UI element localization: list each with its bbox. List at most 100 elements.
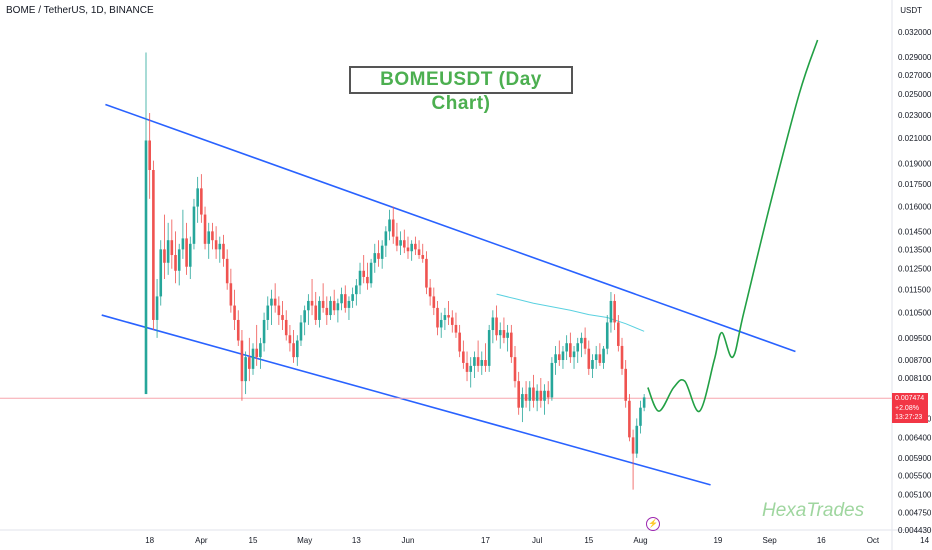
candle[interactable] <box>510 324 513 363</box>
candle[interactable] <box>310 279 314 316</box>
candle[interactable] <box>425 251 428 295</box>
candle[interactable] <box>174 231 177 284</box>
candle[interactable] <box>336 298 340 323</box>
candle[interactable] <box>613 294 616 331</box>
candle[interactable] <box>495 305 498 341</box>
candle[interactable] <box>403 229 406 254</box>
candle[interactable] <box>491 310 495 344</box>
candle[interactable] <box>506 324 509 352</box>
candle[interactable] <box>469 357 473 388</box>
candle[interactable] <box>366 262 369 290</box>
candle[interactable] <box>487 324 491 372</box>
candle[interactable] <box>406 236 410 259</box>
candle[interactable] <box>262 312 266 352</box>
candle[interactable] <box>642 394 646 412</box>
candle[interactable] <box>377 240 380 267</box>
candle[interactable] <box>358 262 362 295</box>
candle[interactable] <box>244 351 247 395</box>
candle[interactable] <box>554 345 557 375</box>
candle[interactable] <box>325 296 329 325</box>
candle[interactable] <box>462 340 465 369</box>
candle[interactable] <box>347 296 351 320</box>
candle[interactable] <box>248 337 251 382</box>
candle[interactable] <box>414 236 417 256</box>
candle[interactable] <box>605 315 609 355</box>
candle[interactable] <box>207 222 211 259</box>
candle[interactable] <box>524 381 528 408</box>
candle[interactable] <box>502 317 506 344</box>
candle[interactable] <box>550 357 554 401</box>
candle-layer[interactable] <box>144 52 646 490</box>
lightning-icon[interactable]: ⚡ <box>646 517 660 531</box>
candle[interactable] <box>255 324 258 366</box>
candle[interactable] <box>539 378 543 408</box>
candle[interactable] <box>594 345 598 369</box>
candle[interactable] <box>602 345 605 369</box>
candle[interactable] <box>473 351 476 379</box>
candle[interactable] <box>236 310 240 346</box>
candle[interactable] <box>617 315 620 352</box>
candle[interactable] <box>240 330 244 401</box>
candle[interactable] <box>447 300 450 325</box>
candle[interactable] <box>609 291 613 333</box>
candle[interactable] <box>200 174 203 223</box>
candle[interactable] <box>628 394 631 442</box>
candle[interactable] <box>218 236 222 263</box>
candle[interactable] <box>528 381 532 412</box>
candle[interactable] <box>343 285 347 313</box>
candle[interactable] <box>295 335 299 366</box>
candle[interactable] <box>631 429 635 490</box>
candle[interactable] <box>480 351 484 375</box>
candle[interactable] <box>572 345 576 369</box>
candle[interactable] <box>532 374 535 408</box>
candle[interactable] <box>355 279 358 306</box>
candle[interactable] <box>181 209 185 259</box>
candle[interactable] <box>144 52 148 395</box>
candle[interactable] <box>273 283 277 313</box>
candle[interactable] <box>340 287 343 311</box>
candle[interactable] <box>576 337 580 363</box>
candle[interactable] <box>436 300 439 336</box>
candle[interactable] <box>166 222 170 275</box>
candle[interactable] <box>587 340 591 375</box>
candle[interactable] <box>561 345 565 369</box>
candle[interactable] <box>391 206 395 244</box>
candle[interactable] <box>598 343 602 366</box>
candle[interactable] <box>155 279 159 338</box>
candle[interactable] <box>439 312 443 338</box>
candle[interactable] <box>583 327 587 355</box>
candle[interactable] <box>535 384 539 412</box>
candle[interactable] <box>259 337 262 369</box>
candle[interactable] <box>203 206 207 250</box>
candle[interactable] <box>432 287 436 316</box>
candle[interactable] <box>639 400 642 434</box>
candle[interactable] <box>476 340 480 372</box>
candle[interactable] <box>277 296 281 325</box>
candle[interactable] <box>624 360 627 408</box>
candle[interactable] <box>229 268 233 313</box>
candle[interactable] <box>369 258 373 288</box>
candle[interactable] <box>303 305 306 336</box>
candle[interactable] <box>465 351 469 382</box>
candle[interactable] <box>543 384 546 415</box>
candle[interactable] <box>251 343 255 375</box>
candle[interactable] <box>450 310 454 333</box>
candle[interactable] <box>580 332 583 358</box>
candle[interactable] <box>266 296 270 331</box>
candle[interactable] <box>288 324 292 352</box>
candle[interactable] <box>332 289 336 316</box>
candle[interactable] <box>484 343 487 372</box>
candle[interactable] <box>170 219 174 269</box>
candle[interactable] <box>458 324 461 358</box>
candle[interactable] <box>225 249 229 290</box>
candle[interactable] <box>192 198 196 250</box>
candle[interactable] <box>569 332 572 363</box>
candle[interactable] <box>222 234 225 267</box>
candle[interactable] <box>211 222 214 250</box>
candle[interactable] <box>384 226 388 257</box>
candle[interactable] <box>307 294 310 325</box>
candle[interactable] <box>428 279 432 306</box>
candle[interactable] <box>410 240 413 261</box>
candle[interactable] <box>196 176 199 223</box>
candle[interactable] <box>152 160 155 331</box>
